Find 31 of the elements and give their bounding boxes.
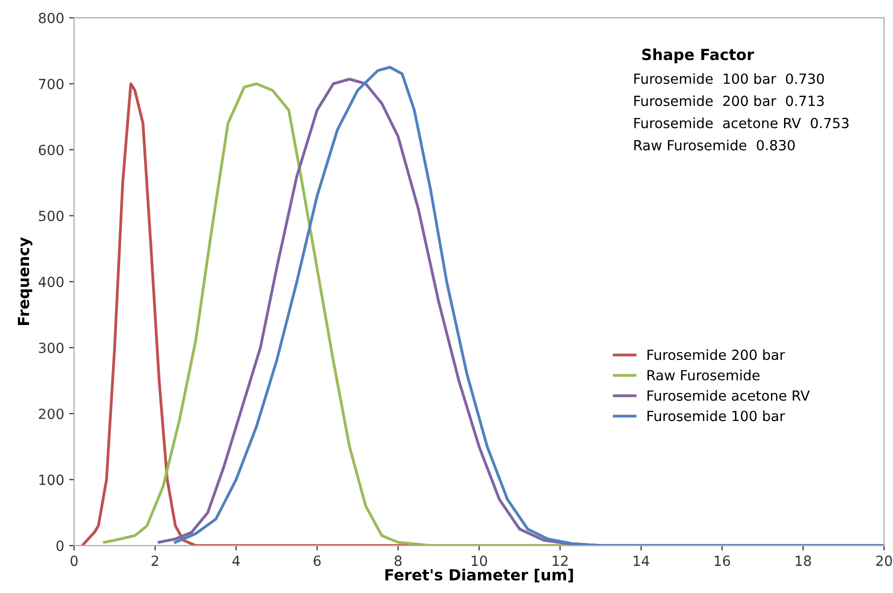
y-tick-label: 500 xyxy=(38,210,64,222)
x-tick-label: 6 xyxy=(314,556,321,566)
y-tick-label: 400 xyxy=(38,276,64,288)
x-tick-label: 18 xyxy=(796,556,811,566)
y-tick-label: 600 xyxy=(38,144,64,156)
y-axis-title: Frequency xyxy=(18,237,32,325)
legend-label: Raw Furosemide xyxy=(648,370,760,380)
y-tick-label: 100 xyxy=(39,474,64,486)
x-tick-label: 12 xyxy=(552,556,568,566)
y-tick-label: 800 xyxy=(38,12,64,24)
annotation: Shape Factor xyxy=(642,48,754,64)
x-axis-title: Feret's Diameter [um] xyxy=(385,568,573,582)
legend-label: Furosemide 200 bar xyxy=(648,349,786,360)
legend-label: Furosemide 100 bar xyxy=(648,410,786,422)
y-tick-label: 0 xyxy=(56,540,64,552)
x-tick-label: 16 xyxy=(714,556,730,566)
x-tick-label: 4 xyxy=(232,556,240,566)
annotation: Furosemide acetone RV 0.753 xyxy=(634,118,849,128)
annotation: Furosemide 100 bar 0.730 xyxy=(634,73,824,84)
x-tick-label: 2 xyxy=(152,556,158,566)
x-tick-label: 10 xyxy=(472,556,488,566)
x-tick-label: 20 xyxy=(876,556,892,566)
x-tick-label: 14 xyxy=(634,556,650,566)
y-tick-label: 300 xyxy=(38,342,64,354)
y-tick-label: 700 xyxy=(39,78,64,90)
annotation: Furosemide 200 bar 0.713 xyxy=(634,95,824,106)
legend-label: Furosemide acetone RV xyxy=(648,390,810,401)
x-tick-label: 0 xyxy=(70,556,78,566)
annotation: Raw Furosemide 0.830 xyxy=(634,140,795,150)
x-tick-label: 8 xyxy=(394,556,402,566)
y-tick-label: 200 xyxy=(38,408,64,420)
